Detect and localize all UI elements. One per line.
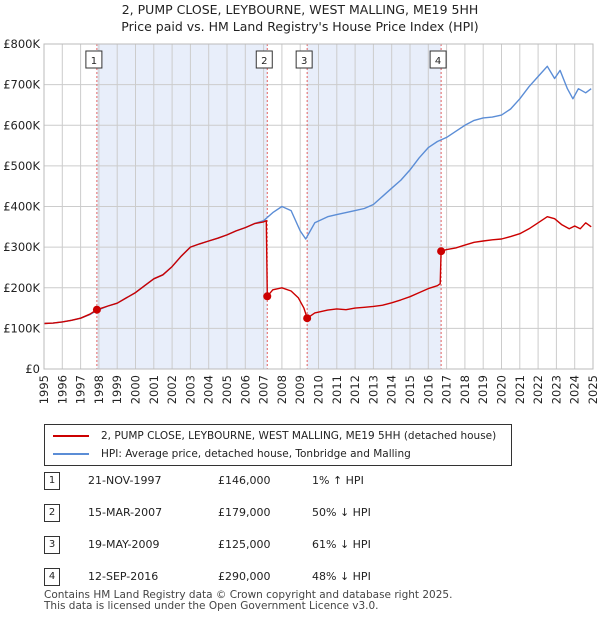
x-tick-label: 2020 xyxy=(495,375,509,404)
x-tick-label: 2010 xyxy=(312,375,326,404)
sale-point xyxy=(92,305,101,314)
chart-subtitle: Price paid vs. HM Land Registry's House … xyxy=(121,19,479,34)
x-tick-label: 1996 xyxy=(55,375,69,404)
sale-number: 3 xyxy=(44,536,60,554)
x-tick-label: 2002 xyxy=(165,375,179,404)
sale-hpi-diff: 50% ↓ HPI xyxy=(312,506,371,519)
x-tick-label: 2017 xyxy=(440,375,454,404)
x-tick-label: 1995 xyxy=(37,375,51,404)
legend-item-hpi: HPI: Average price, detached house, Tonb… xyxy=(53,445,411,463)
price-chart: £0 £100K £200K £300K £400K £500K £600K £700K £80… xyxy=(3,37,600,404)
sale-number-label: 2 xyxy=(261,56,267,67)
sale-row: 4 12-SEP-2016 £290,000 48% ↓ HPI xyxy=(44,568,564,588)
sale-date: 12-SEP-2016 xyxy=(88,570,159,583)
legend-swatch-property xyxy=(53,435,89,437)
plot-frame xyxy=(43,43,594,370)
sale-hpi-diff: 1% ↑ HPI xyxy=(312,474,364,487)
sale-point xyxy=(303,314,312,323)
legend-swatch-hpi xyxy=(53,453,89,455)
y-tick-label: £400K xyxy=(3,200,40,214)
sale-number-label: 3 xyxy=(301,56,307,67)
sale-number-box xyxy=(255,50,273,69)
property-price-line xyxy=(43,215,592,325)
sale-point xyxy=(437,247,446,256)
sale-number: 1 xyxy=(44,472,60,490)
footer-copyright: Contains HM Land Registry data © Crown c… xyxy=(44,589,453,601)
x-tick-label: 2011 xyxy=(330,375,344,404)
footer-licence: This data is licensed under the Open Gov… xyxy=(44,600,379,612)
y-tick-label: £200K xyxy=(3,281,40,295)
x-tick-label: 2006 xyxy=(238,375,252,404)
x-tick-label: 2007 xyxy=(257,375,271,404)
sale-price: £146,000 xyxy=(218,474,271,487)
x-tick-label: 2000 xyxy=(129,375,143,404)
sale-point xyxy=(263,292,272,301)
x-tick-label: 2004 xyxy=(202,375,216,404)
y-tick-label: £100K xyxy=(3,321,40,335)
sale-date: 21-NOV-1997 xyxy=(88,474,162,487)
y-tick-label: £800K xyxy=(3,37,40,51)
y-tick-label: £700K xyxy=(3,78,40,92)
y-tick-label: £500K xyxy=(3,159,40,173)
x-tick-label: 2018 xyxy=(458,375,472,404)
sale-number-box xyxy=(429,50,447,69)
sale-hpi-diff: 61% ↓ HPI xyxy=(312,538,371,551)
sale-number: 2 xyxy=(44,504,60,522)
sale-price: £125,000 xyxy=(218,538,271,551)
x-tick-label: 2015 xyxy=(403,375,417,404)
sale-row: 1 21-NOV-1997 £146,000 1% ↑ HPI xyxy=(44,472,564,492)
chart-title: 2, PUMP CLOSE, LEYBOURNE, WEST MALLING, … xyxy=(121,2,479,17)
sale-price: £290,000 xyxy=(218,570,271,583)
sale-number-label: 4 xyxy=(435,56,441,67)
sale-date: 15-MAR-2007 xyxy=(88,506,163,519)
sale-number-box xyxy=(295,50,313,69)
x-tick-label: 1997 xyxy=(74,375,88,404)
x-tick-label: 2014 xyxy=(385,375,399,404)
y-tick-label: £0 xyxy=(25,362,40,376)
x-tick-label: 2012 xyxy=(348,375,362,404)
x-tick-label: 2022 xyxy=(531,375,545,404)
sale-number-box xyxy=(85,50,103,69)
sale-price: £179,000 xyxy=(218,506,271,519)
x-tick-label: 2008 xyxy=(275,375,289,404)
x-tick-label: 2001 xyxy=(147,375,161,404)
sale-hpi-diff: 48% ↓ HPI xyxy=(312,570,371,583)
footer: Contains HM Land Registry data © Crown c… xyxy=(44,590,452,612)
sale-number-label: 1 xyxy=(91,56,97,67)
x-tick-label: 1998 xyxy=(92,375,106,404)
y-tick-label: £300K xyxy=(3,240,40,254)
x-tick-label: 2003 xyxy=(183,375,197,404)
x-tick-label: 1999 xyxy=(110,375,124,404)
x-tick-label: 2009 xyxy=(293,375,307,404)
x-tick-label: 2013 xyxy=(366,375,380,404)
sale-number: 4 xyxy=(44,568,60,586)
legend-item-property: 2, PUMP CLOSE, LEYBOURNE, WEST MALLING, … xyxy=(53,427,496,445)
legend-label-property: 2, PUMP CLOSE, LEYBOURNE, WEST MALLING, … xyxy=(101,430,497,442)
legend: 2, PUMP CLOSE, LEYBOURNE, WEST MALLING, … xyxy=(44,424,512,466)
x-tick-label: 2019 xyxy=(476,375,490,404)
x-tick-label: 2023 xyxy=(549,375,563,404)
sale-row: 2 15-MAR-2007 £179,000 50% ↓ HPI xyxy=(44,504,564,524)
x-tick-label: 2021 xyxy=(513,375,527,404)
x-tick-label: 2005 xyxy=(220,375,234,404)
x-tick-label: 2024 xyxy=(568,375,582,404)
x-tick-label: 2016 xyxy=(421,375,435,404)
y-tick-label: £600K xyxy=(3,118,40,132)
legend-label-hpi: HPI: Average price, detached house, Tonb… xyxy=(101,448,411,460)
sale-date: 19-MAY-2009 xyxy=(88,538,160,551)
sale-row: 3 19-MAY-2009 £125,000 61% ↓ HPI xyxy=(44,536,564,556)
x-tick-label: 2025 xyxy=(586,375,600,404)
